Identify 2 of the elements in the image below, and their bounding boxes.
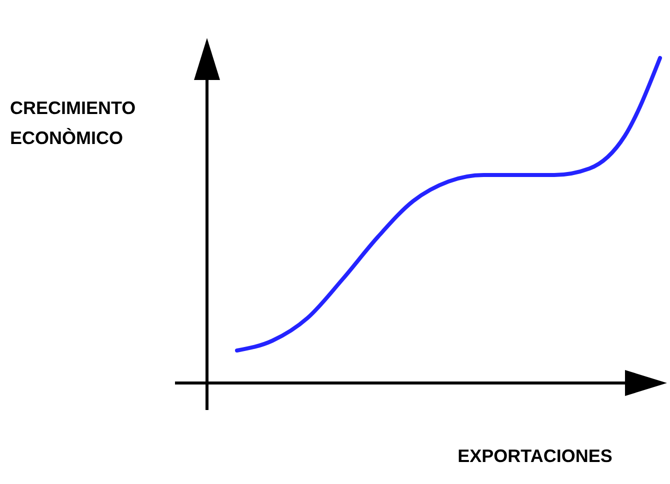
- x-axis-title: EXPORTACIONES: [458, 446, 612, 466]
- y-axis-title: CRECIMIENTO ECONÒMICO: [10, 98, 136, 148]
